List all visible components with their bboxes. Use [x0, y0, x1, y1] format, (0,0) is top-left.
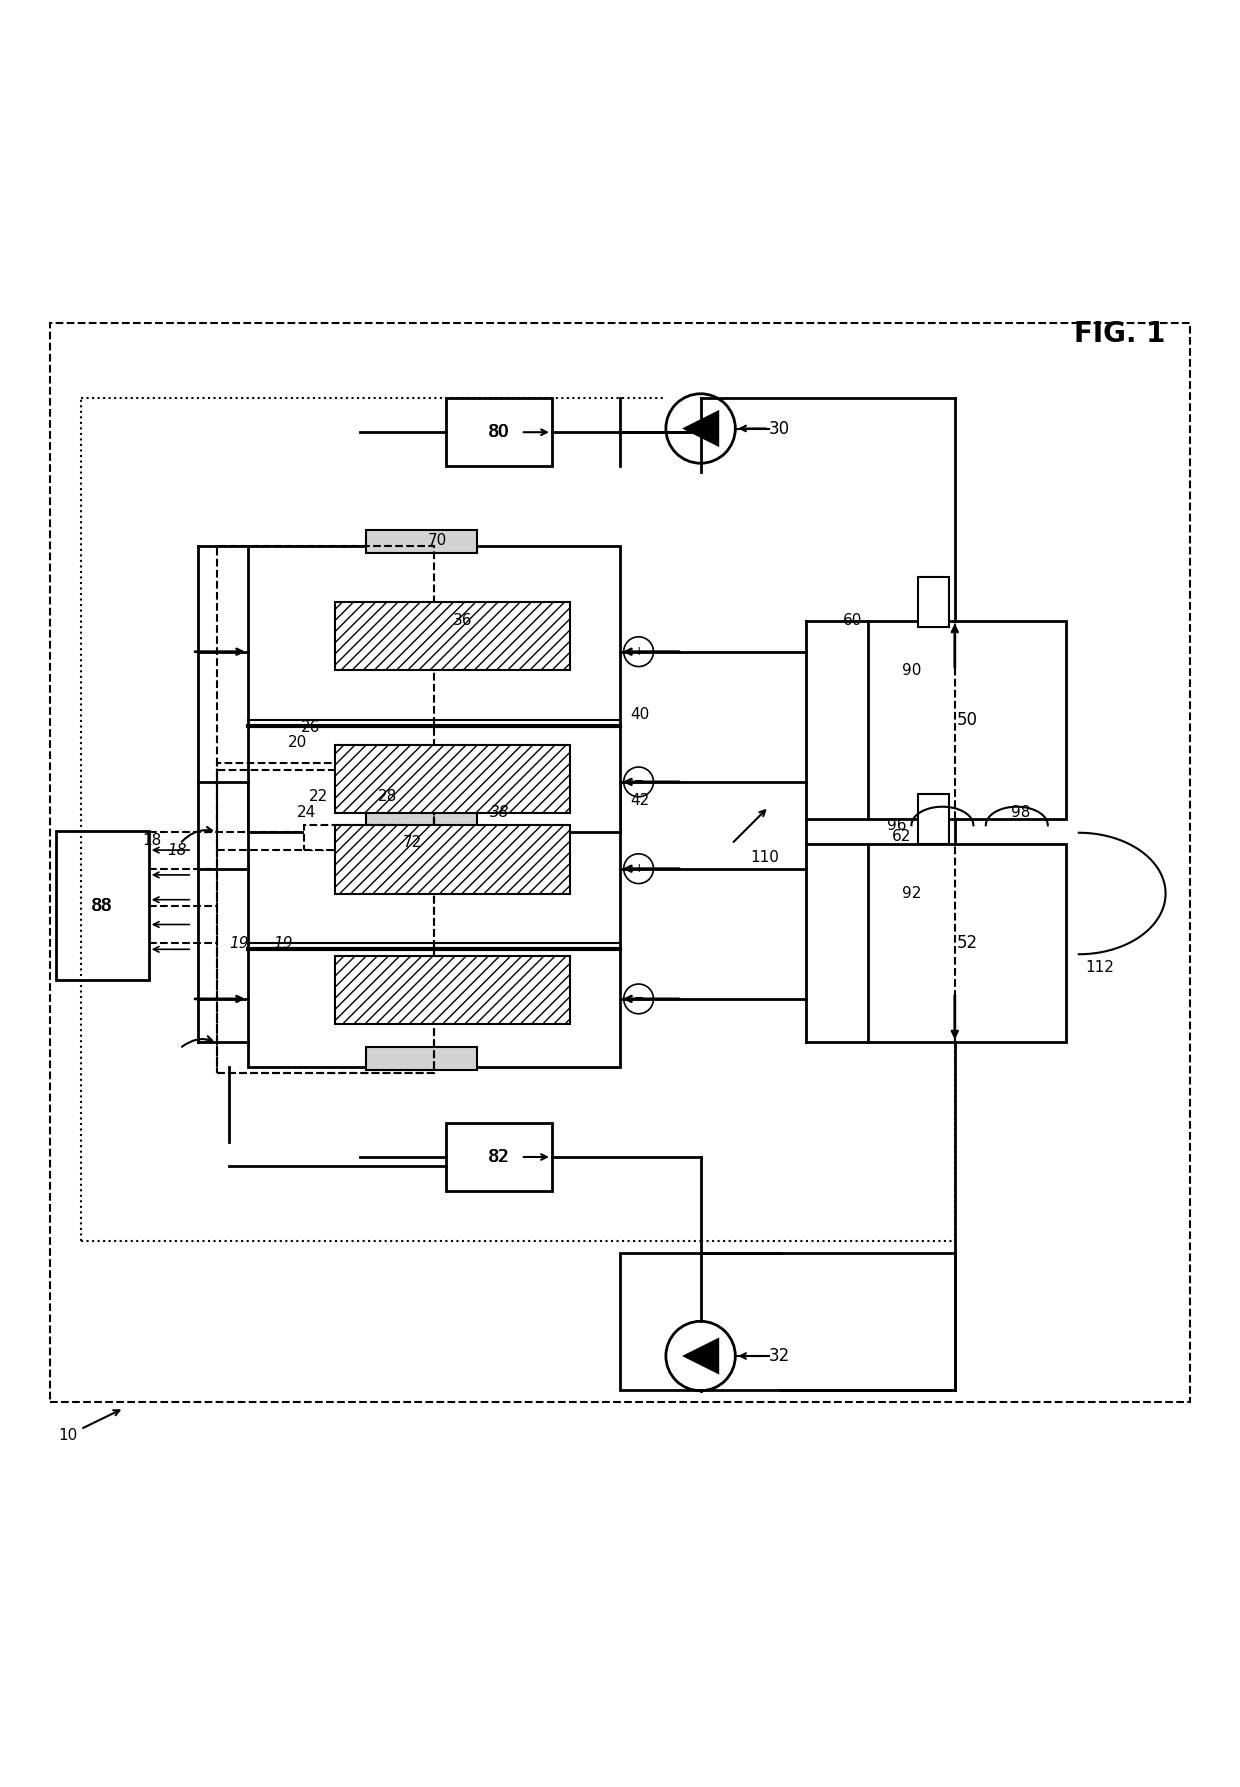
Text: 10: 10: [58, 1428, 78, 1442]
Bar: [304, 826, 403, 851]
Bar: [56, 831, 149, 981]
Text: 90: 90: [901, 663, 921, 677]
Text: 80: 80: [489, 422, 510, 441]
Bar: [366, 767, 477, 788]
Text: 88: 88: [92, 897, 112, 915]
Text: 72: 72: [403, 835, 423, 851]
Bar: [217, 763, 434, 1074]
Text: 52: 52: [956, 935, 978, 952]
Bar: [217, 770, 434, 1074]
Text: +: +: [634, 645, 644, 658]
Text: 88: 88: [92, 897, 113, 915]
Text: 32: 32: [769, 1347, 790, 1365]
Text: 80: 80: [489, 424, 508, 441]
Bar: [50, 323, 1190, 1401]
Text: −: −: [634, 992, 644, 1006]
Text: +: +: [634, 861, 644, 876]
Polygon shape: [682, 1337, 719, 1374]
Text: 96: 96: [887, 818, 906, 833]
Bar: [335, 602, 570, 670]
Text: 112: 112: [1085, 960, 1114, 976]
Bar: [868, 843, 1066, 1042]
Text: 20: 20: [288, 734, 308, 751]
Text: 28: 28: [378, 790, 398, 804]
Text: 22: 22: [309, 790, 329, 804]
Text: 82: 82: [487, 1147, 510, 1165]
Bar: [366, 1047, 477, 1070]
Text: 26: 26: [300, 720, 320, 734]
Text: 42: 42: [630, 793, 650, 808]
Text: 38: 38: [490, 806, 510, 820]
Bar: [446, 1122, 552, 1192]
Bar: [918, 793, 949, 843]
Bar: [868, 620, 1066, 818]
Text: 82: 82: [489, 1147, 510, 1165]
Bar: [366, 531, 477, 552]
Text: 92: 92: [901, 886, 921, 901]
Bar: [335, 826, 570, 894]
Text: 60: 60: [842, 613, 862, 629]
Bar: [335, 745, 570, 813]
Text: 50: 50: [957, 711, 977, 729]
Text: 24: 24: [296, 806, 316, 820]
Bar: [918, 577, 949, 627]
Bar: [217, 547, 434, 851]
Text: 30: 30: [769, 420, 790, 438]
Text: 19: 19: [229, 936, 249, 951]
Text: 98: 98: [1011, 806, 1030, 820]
Text: −: −: [634, 776, 644, 788]
Text: 62: 62: [892, 829, 911, 843]
Text: 70: 70: [428, 533, 448, 547]
Text: 40: 40: [630, 708, 650, 722]
Polygon shape: [682, 409, 719, 447]
Text: 110: 110: [750, 851, 779, 865]
Text: 18: 18: [167, 843, 187, 858]
Text: 18: 18: [141, 833, 161, 847]
Text: 36: 36: [453, 613, 472, 629]
Text: FIG. 1: FIG. 1: [1074, 320, 1166, 348]
Bar: [248, 783, 620, 1067]
Bar: [620, 1253, 955, 1390]
Bar: [248, 547, 620, 831]
Bar: [446, 397, 552, 466]
Bar: [335, 956, 570, 1024]
Bar: [366, 811, 477, 835]
Text: 19: 19: [273, 936, 293, 951]
